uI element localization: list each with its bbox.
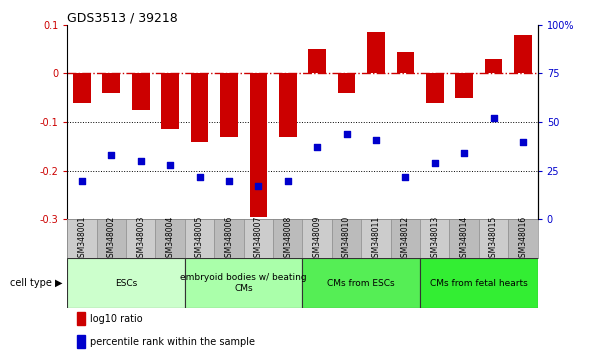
Bar — [185, 258, 302, 308]
Bar — [155, 219, 185, 258]
Point — [254, 183, 263, 189]
Point — [342, 131, 351, 137]
Bar — [76, 335, 85, 348]
Text: GSM348005: GSM348005 — [195, 216, 204, 262]
Bar — [191, 73, 208, 142]
Text: GSM348011: GSM348011 — [371, 216, 381, 262]
Point — [136, 158, 145, 164]
Bar — [455, 73, 473, 98]
Text: CMs from ESCs: CMs from ESCs — [327, 279, 395, 288]
Bar — [214, 219, 244, 258]
Bar — [103, 73, 120, 93]
Text: GSM348015: GSM348015 — [489, 216, 498, 262]
Text: GSM348009: GSM348009 — [313, 216, 321, 262]
Text: GSM348010: GSM348010 — [342, 216, 351, 262]
Point — [400, 174, 410, 179]
Point — [106, 152, 116, 158]
Point — [312, 144, 322, 150]
Point — [77, 178, 87, 183]
Text: GSM348014: GSM348014 — [459, 216, 469, 262]
Bar — [97, 219, 126, 258]
Point — [195, 174, 205, 179]
Text: GSM348006: GSM348006 — [224, 216, 233, 262]
Text: embryoid bodies w/ beating
CMs: embryoid bodies w/ beating CMs — [180, 274, 307, 293]
Bar — [479, 219, 508, 258]
Text: GSM348004: GSM348004 — [166, 216, 175, 262]
Bar — [397, 52, 414, 73]
Point — [430, 160, 440, 166]
Text: GSM348012: GSM348012 — [401, 216, 410, 262]
Bar — [185, 219, 214, 258]
Bar — [73, 73, 90, 103]
Bar — [67, 258, 185, 308]
Point — [489, 115, 499, 121]
Text: GSM348003: GSM348003 — [136, 216, 145, 262]
Text: GSM348002: GSM348002 — [107, 216, 116, 262]
Text: cell type ▶: cell type ▶ — [10, 278, 62, 288]
Text: GSM348016: GSM348016 — [519, 216, 527, 262]
Text: GDS3513 / 39218: GDS3513 / 39218 — [67, 12, 178, 25]
Bar — [361, 219, 390, 258]
Point — [371, 137, 381, 142]
Bar — [126, 219, 155, 258]
Text: ESCs: ESCs — [115, 279, 137, 288]
Point — [459, 150, 469, 156]
Bar — [485, 59, 502, 73]
Bar — [279, 73, 296, 137]
Bar — [249, 73, 267, 217]
Bar — [367, 32, 385, 73]
Bar — [508, 219, 538, 258]
Bar — [302, 219, 332, 258]
Bar — [338, 73, 356, 93]
Text: percentile rank within the sample: percentile rank within the sample — [90, 337, 255, 347]
Bar — [302, 258, 420, 308]
Point — [283, 178, 293, 183]
Text: GSM348013: GSM348013 — [430, 216, 439, 262]
Bar — [514, 34, 532, 73]
Point — [165, 162, 175, 168]
Text: GSM348001: GSM348001 — [78, 216, 86, 262]
Point — [518, 139, 528, 144]
Text: CMs from fetal hearts: CMs from fetal hearts — [430, 279, 528, 288]
Bar — [132, 73, 150, 110]
Text: GSM348007: GSM348007 — [254, 216, 263, 262]
Bar — [450, 219, 479, 258]
Bar — [67, 219, 97, 258]
Bar — [332, 219, 361, 258]
Bar — [76, 312, 85, 325]
Bar — [390, 219, 420, 258]
Bar — [420, 258, 538, 308]
Bar — [309, 49, 326, 73]
Text: GSM348008: GSM348008 — [284, 216, 292, 262]
Bar — [244, 219, 273, 258]
Bar — [426, 73, 444, 103]
Point — [224, 178, 234, 183]
Bar — [420, 219, 450, 258]
Text: log10 ratio: log10 ratio — [90, 314, 142, 324]
Bar — [220, 73, 238, 137]
Bar — [273, 219, 302, 258]
Bar — [161, 73, 179, 130]
